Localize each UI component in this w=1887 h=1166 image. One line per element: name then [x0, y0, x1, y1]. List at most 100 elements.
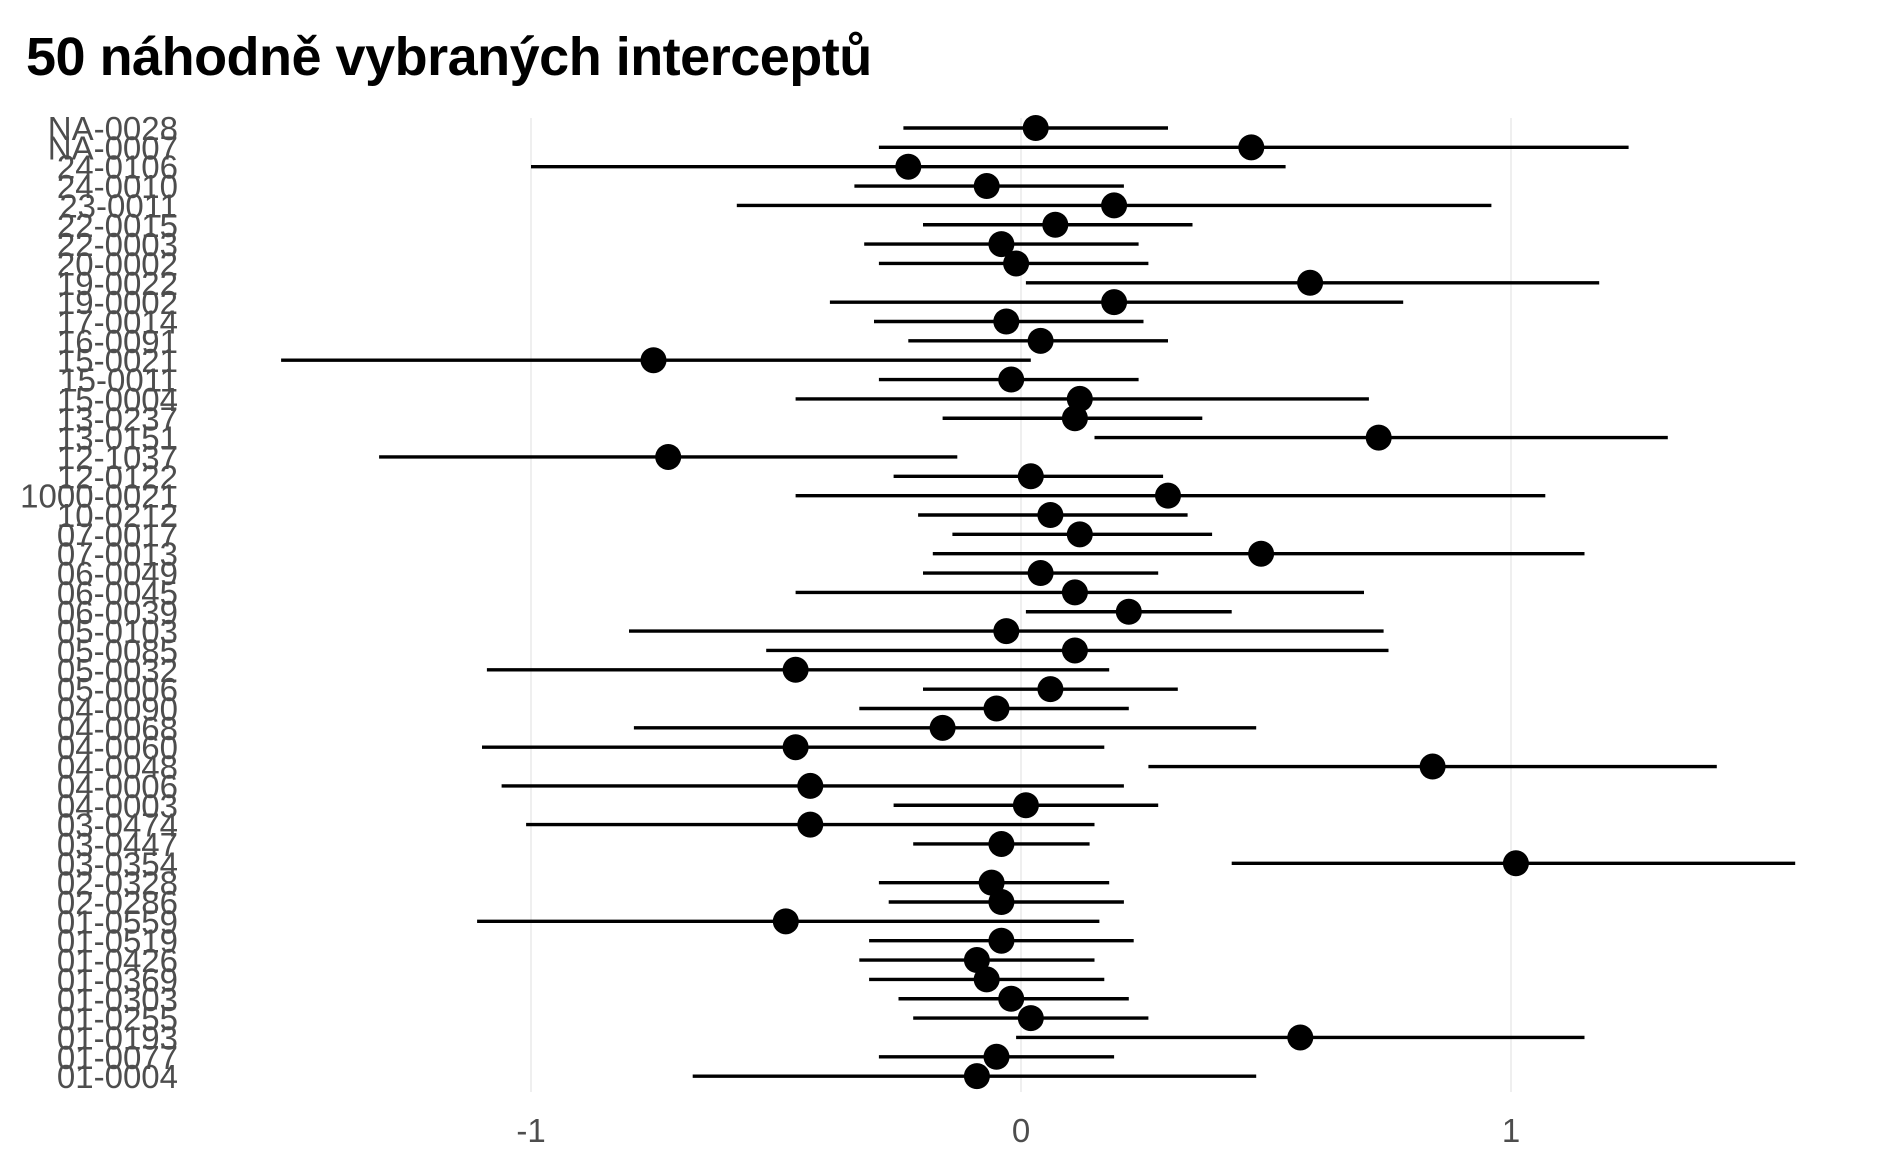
y-category-label: 23-0011	[59, 187, 178, 224]
y-category-label: 01-0255	[57, 1000, 178, 1037]
x-tick-label: 1	[1502, 1112, 1520, 1149]
point-estimate	[782, 734, 809, 761]
point-estimate	[782, 656, 809, 683]
point-estimate	[1061, 637, 1088, 664]
y-category-label: 02-0328	[57, 865, 178, 902]
point-estimate	[1238, 134, 1265, 161]
y-category-label: NA-0007	[48, 129, 178, 166]
y-category-label: 03-0447	[57, 826, 178, 863]
y-category-label: 04-0003	[57, 787, 178, 824]
point-estimate	[1061, 579, 1088, 606]
y-category-label: 05-0006	[57, 671, 178, 708]
y-category-label: 10-0212	[57, 497, 178, 534]
point-estimate	[929, 714, 956, 741]
y-category-label: 12-1037	[57, 439, 178, 476]
point-estimate	[1101, 289, 1128, 316]
point-estimate	[1101, 192, 1128, 219]
y-category-label: 1000-0021	[20, 478, 178, 515]
point-estimate	[1017, 1005, 1044, 1032]
y-axis-labels: NA-0028NA-000724-010624-001023-001122-00…	[20, 110, 178, 1095]
y-category-label: 02-0286	[57, 884, 178, 921]
y-category-label: 01-0519	[57, 923, 178, 960]
y-category-label: 06-0045	[57, 574, 178, 611]
y-category-label: 05-0085	[57, 632, 178, 669]
y-category-label: 01-0004	[57, 1058, 178, 1095]
point-estimate	[1115, 598, 1142, 625]
y-category-label: 03-0474	[57, 807, 178, 844]
point-estimate	[895, 153, 922, 180]
y-category-label: 07-0013	[57, 536, 178, 573]
point-estimate	[1419, 753, 1446, 780]
point-estimate	[772, 908, 799, 935]
y-category-label: 19-0022	[57, 265, 178, 302]
point-estimate	[1027, 560, 1054, 587]
y-category-label: 01-0077	[57, 1039, 178, 1076]
point-estimate	[797, 811, 824, 838]
point-estimate	[988, 889, 1015, 915]
x-axis-labels: -1 0 1	[516, 1112, 1520, 1149]
x-tick-label: 0	[1012, 1112, 1030, 1149]
point-estimate	[993, 308, 1020, 335]
point-estimate	[1365, 424, 1392, 451]
point-estimate	[1297, 269, 1324, 296]
y-category-label: 06-0039	[57, 594, 178, 631]
y-category-label: 05-0032	[57, 652, 178, 689]
chart-title: 50 náhodně vybraných interceptů	[26, 27, 872, 87]
point-estimate	[998, 366, 1025, 393]
y-category-label: 15-0021	[57, 342, 178, 379]
y-category-label: 24-0106	[57, 149, 178, 186]
point-estimate	[797, 772, 824, 799]
point-estimate	[978, 869, 1005, 896]
y-category-label: 03-0354	[57, 845, 178, 882]
y-category-label: 01-0559	[57, 903, 178, 940]
y-category-label: 13-0151	[57, 420, 178, 457]
point-estimate	[655, 443, 682, 470]
point-estimate	[1155, 482, 1181, 509]
point-estimate	[973, 966, 1000, 993]
point-estimate	[998, 985, 1025, 1012]
point-estimate	[963, 1063, 990, 1090]
y-category-label: 13-0237	[57, 400, 178, 437]
y-category-label: 17-0014	[57, 304, 178, 341]
point-estimate	[1287, 1024, 1314, 1051]
point-estimate	[1502, 850, 1529, 877]
y-category-label: 01-0426	[57, 942, 178, 979]
y-category-label: 22-0015	[57, 207, 178, 244]
y-category-label: 12-0122	[57, 458, 178, 495]
y-category-label: 04-0048	[57, 749, 178, 786]
point-estimate	[1022, 115, 1049, 141]
point-estimate	[640, 347, 667, 374]
y-category-label: 22-0003	[57, 226, 178, 263]
point-estimate	[983, 695, 1010, 722]
point-estimate	[1037, 502, 1064, 528]
y-category-label: 07-0017	[57, 516, 178, 553]
y-category-label: 06-0049	[57, 555, 178, 592]
y-category-label: 24-0010	[57, 168, 178, 205]
y-category-label: 01-0303	[57, 981, 178, 1018]
point-estimate	[1017, 463, 1044, 490]
y-category-label: 15-0011	[59, 362, 178, 399]
point-estimate	[1027, 327, 1054, 354]
y-category-label: 16-0091	[57, 323, 178, 360]
y-category-label: 01-0369	[57, 961, 178, 998]
point-estimate	[988, 830, 1015, 857]
point-estimate	[1037, 676, 1064, 703]
point-estimate	[1061, 405, 1088, 432]
point-estimate	[988, 231, 1015, 258]
point-estimate	[993, 618, 1020, 645]
confidence-intervals	[281, 126, 1796, 1078]
point-estimate	[963, 947, 990, 974]
point-estimate	[1012, 792, 1039, 819]
point-estimate	[1248, 540, 1275, 567]
y-category-label: 04-0068	[57, 710, 178, 747]
gridlines	[530, 118, 1512, 1092]
y-category-label: 05-0103	[57, 613, 178, 650]
y-category-label: 04-0090	[57, 691, 178, 728]
x-tick-label: -1	[516, 1112, 545, 1149]
y-category-label: 04-0060	[57, 729, 178, 766]
y-category-label: 04-0006	[57, 768, 178, 805]
point-estimate	[1003, 250, 1030, 277]
y-category-label: NA-0028	[48, 110, 178, 147]
